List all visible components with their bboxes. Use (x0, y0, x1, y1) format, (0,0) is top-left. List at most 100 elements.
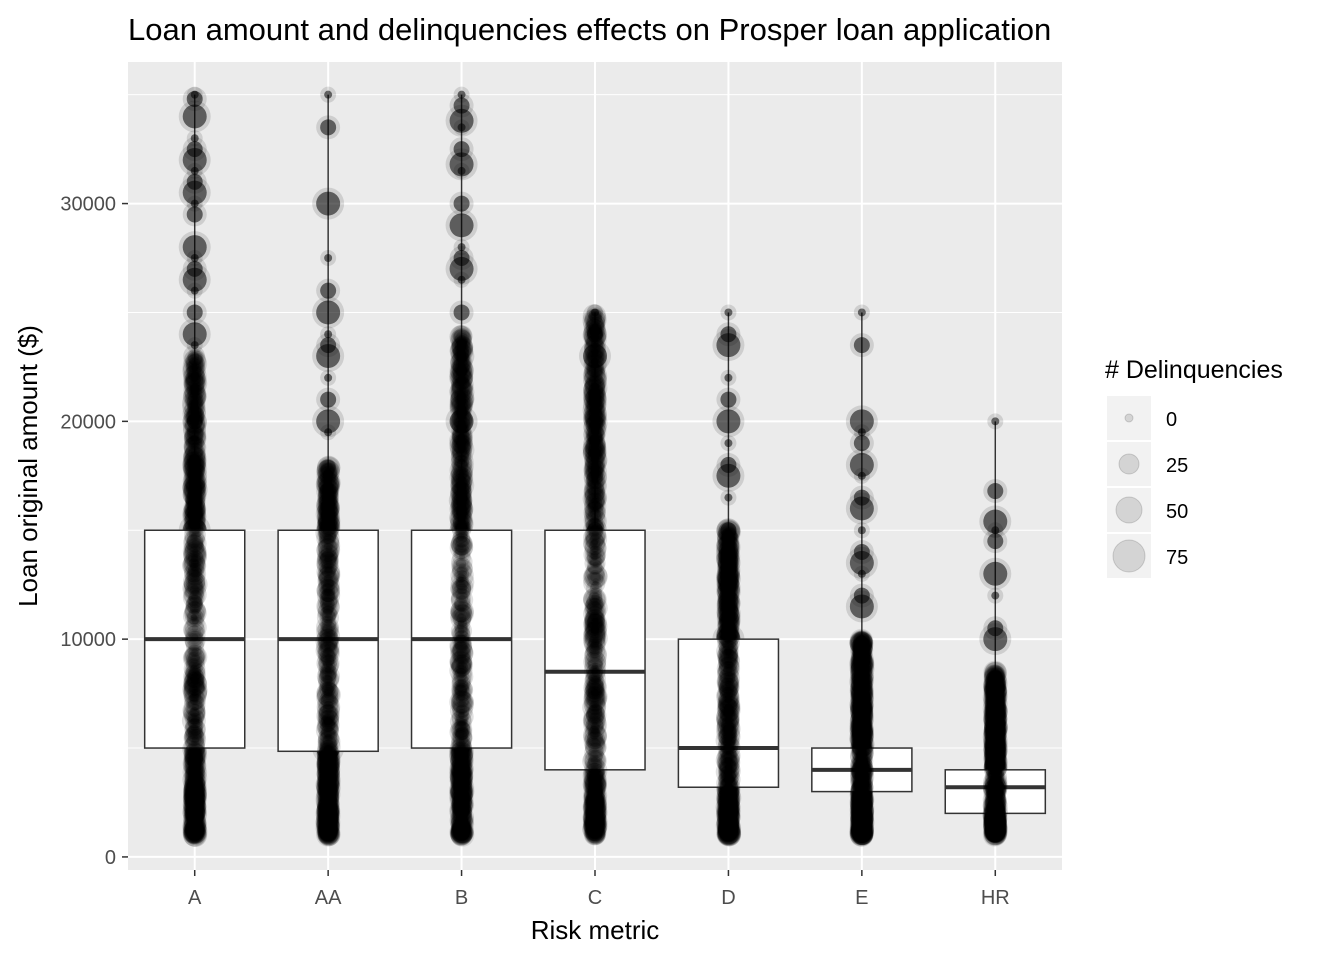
data-point (182, 483, 207, 507)
data-point (185, 502, 204, 521)
data-point (188, 764, 201, 776)
data-point (184, 372, 206, 394)
data-point (186, 502, 204, 521)
data-point (183, 815, 205, 838)
data-point (190, 403, 199, 412)
data-point (186, 374, 202, 390)
data-point (189, 358, 201, 370)
data-point (185, 488, 205, 509)
data-point (187, 466, 204, 483)
data-point (186, 808, 202, 824)
data-point (186, 434, 201, 449)
data-point (185, 491, 203, 509)
data-point (191, 814, 200, 822)
data-point (191, 399, 199, 406)
data-point (189, 786, 201, 798)
data-point (184, 384, 206, 406)
data-point (183, 783, 208, 808)
data-point (183, 371, 206, 393)
data-point (184, 797, 205, 818)
outlier-point (324, 373, 333, 382)
data-point (182, 820, 207, 845)
data-point (189, 367, 199, 377)
data-point (192, 356, 199, 364)
data-point (183, 469, 207, 493)
data-point (188, 476, 200, 488)
data-point (183, 823, 204, 844)
data-point (189, 476, 199, 485)
data-point (182, 395, 206, 419)
data-point (186, 353, 205, 372)
data-point (192, 826, 199, 833)
data-point (189, 402, 199, 412)
data-point (182, 385, 207, 410)
data-point (187, 772, 205, 790)
data-point (191, 385, 198, 392)
data-point (186, 782, 202, 799)
data-point (187, 810, 201, 823)
data-point (186, 471, 202, 487)
data-point (186, 356, 204, 375)
data-point (185, 354, 206, 374)
data-point (191, 808, 199, 816)
data-point (185, 755, 205, 775)
data-point (190, 782, 198, 790)
data-point (185, 504, 204, 523)
data-point (185, 443, 206, 464)
data-point (187, 756, 202, 771)
data-point (191, 369, 200, 378)
data-point (190, 806, 201, 817)
data-point (184, 365, 207, 388)
data-point (186, 394, 205, 413)
data-point (186, 477, 205, 497)
data-point (190, 371, 200, 381)
data-point (189, 394, 203, 408)
data-point (189, 793, 199, 803)
data-point (190, 386, 201, 397)
data-point (185, 775, 204, 794)
data-point (184, 492, 206, 513)
outlier-point (457, 123, 466, 132)
data-point (182, 476, 206, 501)
data-point (185, 825, 203, 844)
data-point (186, 749, 203, 766)
data-point (188, 768, 202, 782)
data-point (189, 816, 200, 827)
data-point (187, 506, 203, 522)
data-point (190, 391, 201, 402)
data-point (189, 457, 200, 468)
data-point (186, 479, 202, 496)
data-point (184, 386, 207, 409)
data-point (192, 800, 199, 807)
data-point (183, 349, 207, 373)
data-point (188, 363, 202, 376)
data-point (184, 783, 206, 805)
data-point (189, 807, 199, 816)
data-point (190, 814, 198, 823)
data-point (184, 781, 206, 802)
data-point (189, 795, 200, 806)
data-point (188, 496, 201, 509)
data-point (185, 473, 206, 493)
chart-title: Loan amount and delinquencies effects on… (128, 12, 1051, 47)
data-point (187, 755, 203, 770)
data-point (184, 824, 205, 845)
data-point (189, 499, 200, 510)
data-point (190, 790, 199, 800)
data-point (191, 498, 198, 506)
data-point (183, 486, 204, 507)
data-point (183, 476, 207, 500)
data-point (190, 489, 198, 497)
data-point (188, 824, 202, 838)
data-point (191, 455, 199, 463)
data-point (185, 818, 204, 837)
data-point (185, 372, 203, 390)
data-point (188, 798, 201, 811)
data-point (188, 745, 203, 760)
data-point (185, 750, 203, 768)
data-point (184, 427, 207, 450)
data-point (185, 820, 203, 839)
outlier-point (320, 119, 337, 136)
data-point (188, 356, 203, 371)
data-point (184, 774, 206, 797)
